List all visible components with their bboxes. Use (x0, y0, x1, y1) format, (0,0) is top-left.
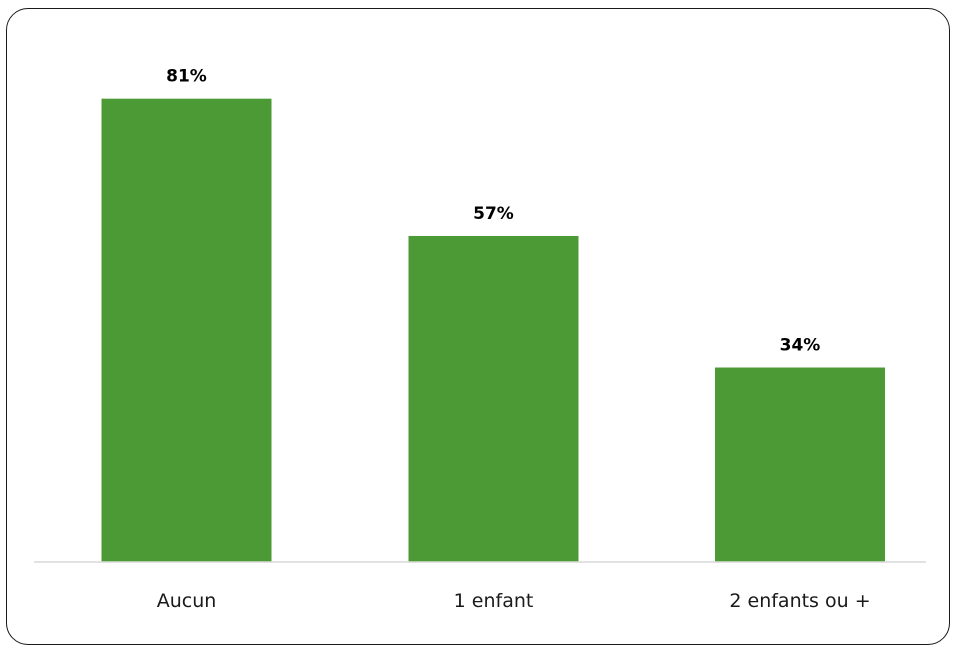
category-label-0: Aucun (157, 590, 217, 612)
bar-2 (715, 367, 885, 562)
value-labels-group: 81% 57% 34% (166, 67, 820, 356)
value-label-2: 34% (780, 336, 821, 356)
value-label-0: 81% (166, 67, 207, 87)
bars-group (101, 98, 885, 563)
category-label-2: 2 enfants ou + (729, 590, 870, 612)
category-labels-group: Aucun 1 enfant 2 enfants ou + (157, 590, 871, 612)
value-label-1: 57% (473, 204, 514, 224)
category-label-1: 1 enfant (454, 590, 534, 612)
bar-1 (408, 235, 579, 562)
bar-0 (101, 98, 272, 563)
